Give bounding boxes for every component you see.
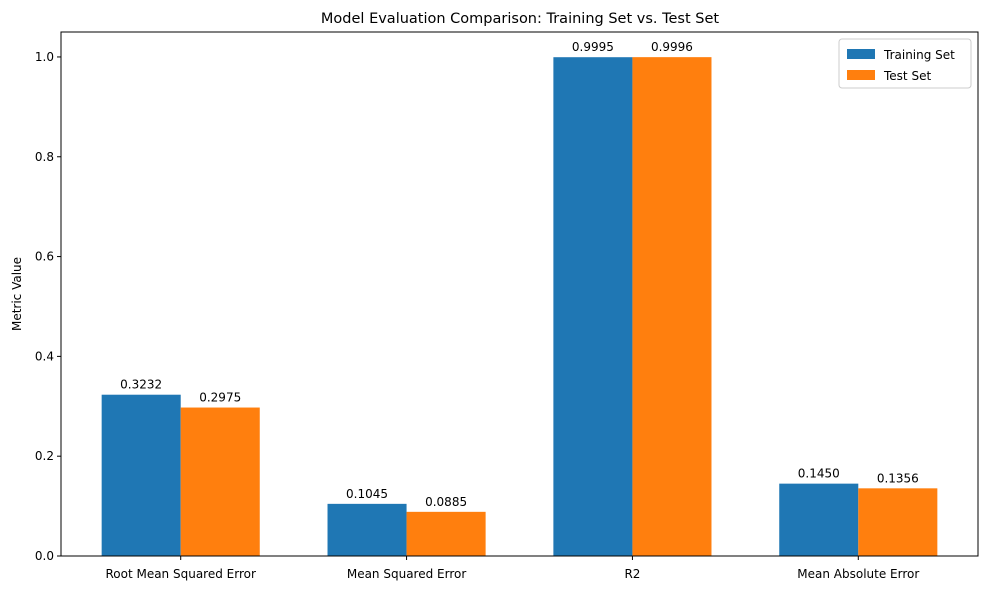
y-tick-label: 0.2 bbox=[35, 449, 54, 463]
bar-value-label: 0.2975 bbox=[199, 391, 241, 405]
legend-label: Training Set bbox=[883, 48, 955, 62]
bar-value-label: 0.0885 bbox=[425, 495, 467, 509]
legend: Training Set Test Set bbox=[838, 38, 972, 89]
x-tick-label: Mean Absolute Error bbox=[797, 567, 919, 581]
chart-title: Model Evaluation Comparison: Training Se… bbox=[321, 11, 719, 27]
legend-swatch bbox=[847, 49, 875, 59]
y-axis-label: Metric Value bbox=[10, 257, 24, 331]
bar-training-set-0 bbox=[101, 394, 181, 556]
bar-value-label: 0.9996 bbox=[651, 40, 693, 54]
bar-training-set-3 bbox=[779, 483, 859, 556]
bar-value-label: 0.1045 bbox=[346, 487, 388, 501]
bars-layer bbox=[101, 57, 938, 556]
x-tick-label: R2 bbox=[624, 567, 640, 581]
bar-training-set-1 bbox=[327, 503, 407, 556]
y-tick-label: 0.0 bbox=[35, 549, 54, 563]
bar-value-label: 0.1356 bbox=[877, 471, 919, 485]
y-tick-label: 0.8 bbox=[35, 150, 54, 164]
x-axis: Root Mean Squared Error Mean Squared Erro… bbox=[105, 556, 919, 581]
bar-value-label: 0.1450 bbox=[798, 467, 840, 481]
legend-swatch bbox=[847, 70, 875, 80]
y-tick-label: 1.0 bbox=[35, 50, 54, 64]
bar-test-set-2 bbox=[632, 57, 712, 556]
legend-label: Test Set bbox=[883, 69, 931, 83]
bar-test-set-1 bbox=[406, 511, 486, 556]
bar-value-label: 0.9995 bbox=[572, 40, 614, 54]
y-axis: 0.0 0.2 0.4 0.6 0.8 1.0 bbox=[35, 50, 61, 563]
x-tick-label: Root Mean Squared Error bbox=[105, 567, 256, 581]
plot-frame bbox=[60, 31, 979, 557]
bar-test-set-0 bbox=[180, 407, 260, 556]
bar-training-set-2 bbox=[553, 57, 633, 556]
y-tick-label: 0.6 bbox=[35, 250, 54, 264]
bar-value-label: 0.3232 bbox=[120, 378, 162, 392]
bar-labels-layer: 0.3232 0.1045 0.9995 0.1450 0.2975 0.0885 0.99… bbox=[120, 40, 919, 509]
x-tick-label: Mean Squared Error bbox=[347, 567, 467, 581]
bar-test-set-3 bbox=[858, 488, 938, 556]
y-tick-label: 0.4 bbox=[35, 349, 54, 363]
